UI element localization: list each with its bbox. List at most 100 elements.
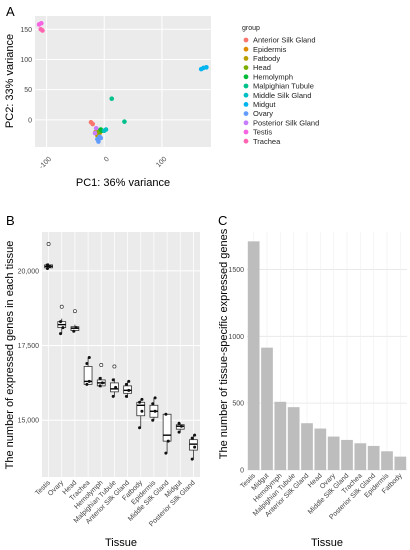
boxplot-data-point: [193, 445, 197, 449]
pca-legend-entry: Malpighian Tubule: [253, 82, 314, 91]
boxplot-outlier: [99, 363, 104, 367]
boxplot-data-point: [59, 320, 63, 324]
bar-chart-y-tick-label: 1000: [228, 334, 244, 341]
pca-x-axis-title: PC1: 36% variance: [76, 177, 170, 189]
bar: [314, 428, 327, 470]
pca-legend-key: [243, 74, 249, 80]
bar: [327, 436, 340, 470]
pca-legend-entry: Head: [253, 63, 271, 72]
boxplot-data-point: [72, 329, 76, 333]
pca-legend-entry: Anterior Silk Gland: [253, 36, 316, 45]
bar: [341, 439, 353, 470]
boxplot-outlier: [112, 364, 117, 369]
bar: [301, 423, 313, 470]
boxplot-box: [189, 439, 198, 451]
boxplot-data-point: [177, 421, 181, 425]
boxplot-data-point: [111, 394, 115, 398]
boxplot-x-axis-title: Tissue: [105, 537, 137, 549]
pca-legend-key: [243, 37, 249, 43]
boxplot-data-point: [193, 433, 197, 437]
pca-legend-key: [243, 138, 249, 144]
boxplot-data-point: [45, 266, 49, 270]
pca-point: [90, 121, 96, 127]
bar-chart-y-tick-label: 0: [240, 468, 244, 475]
pca-scatter-plot: -100 0 100 0 50 100 150 PC1: 36% variance PC2…: [4, 16, 319, 189]
pca-legend-key: [243, 102, 249, 107]
boxplot-box: [136, 401, 146, 417]
bar-chart-x-axis-title: Tissue: [311, 537, 343, 549]
boxplot-y-tick-label: 20,000: [18, 268, 40, 275]
boxplot-data-point: [98, 376, 102, 380]
boxplot-background: [42, 232, 200, 477]
pca-legend-key: [243, 65, 249, 70]
pca-legend-entry: Posterior Silk Gland: [253, 118, 319, 127]
panel-label-a: A: [6, 4, 15, 19]
boxplot-data-point: [124, 382, 128, 386]
boxplot-y-axis-title: The number of expressed genes in each ti…: [4, 241, 16, 470]
boxplot-data-point: [138, 400, 142, 404]
boxplot-data-point: [190, 436, 194, 440]
pca-point: [103, 127, 109, 132]
pca-legend-key: [243, 111, 249, 116]
pca-legend-key: [243, 120, 249, 126]
pca-point: [40, 28, 45, 33]
boxplot-outlier: [72, 309, 77, 314]
bar: [367, 445, 380, 470]
bar: [274, 401, 287, 470]
boxplot-outlier: [59, 304, 64, 309]
pca-point: [93, 125, 99, 131]
bar: [354, 443, 367, 470]
boxplot-data-point: [127, 388, 131, 392]
boxplot-data-point: [100, 381, 104, 385]
pca-point: [92, 130, 98, 136]
boxplot-data-point: [190, 457, 194, 461]
boxplot-data-point: [164, 412, 168, 416]
boxplot-data-point: [114, 385, 118, 389]
panel-label-b: B: [6, 213, 15, 228]
pca-legend-entry: Hemolymph: [253, 72, 293, 81]
pca-legend-entry: Middle Silk Gland: [253, 91, 311, 100]
boxplot-data-point: [61, 326, 65, 330]
bar: [261, 347, 273, 470]
boxplot-data-point: [138, 426, 142, 430]
boxplot-y-tick-label: 15,000: [18, 418, 40, 425]
bar: [247, 241, 260, 470]
boxplot-data-point: [111, 378, 115, 382]
pca-plot-background: [35, 16, 211, 147]
pca-legend-entry: Fatbody: [253, 54, 280, 63]
pca-point: [109, 96, 115, 102]
boxplot-outlier: [46, 242, 51, 246]
boxplot-x-tick-label: Ovary: [47, 479, 66, 498]
pca-legend-entry: Testis: [253, 128, 272, 137]
boxplot-data-point: [179, 424, 183, 428]
bar-chart-background: [247, 232, 407, 470]
pca-legend-key: [243, 129, 249, 135]
boxplot-data-point: [85, 382, 89, 386]
bar-chart-y-axis-title: The number of tissue-specific expressed …: [218, 228, 230, 459]
pca-legend-entry: Trachea: [253, 137, 281, 146]
pca-legend-title: group: [242, 25, 260, 32]
boxplot-data-point: [151, 402, 155, 406]
bar: [287, 407, 300, 470]
bar-chart-y-tick-label: 1500: [228, 267, 244, 274]
pca-point: [96, 139, 101, 144]
boxplot-data-point: [153, 409, 157, 413]
boxplot-box: [162, 413, 172, 442]
boxplot-data-point: [177, 430, 181, 434]
boxplot-data-point: [124, 394, 128, 398]
pca-legend-key: [243, 56, 249, 61]
boxplot-data-point: [98, 384, 102, 388]
pca-y-tick-label: 100: [20, 57, 32, 64]
boxplot-y-tick-label: 17,500: [18, 343, 40, 350]
boxplot-data-point: [59, 332, 63, 336]
boxplot-data-point: [85, 361, 89, 365]
boxplot-data-point: [140, 397, 144, 401]
boxplot-data-point: [87, 379, 91, 383]
pca-x-tick-label: 100: [155, 156, 168, 169]
boxplot-data-point: [140, 409, 144, 413]
boxplot-data-point: [153, 396, 157, 400]
pca-y-tick-label: 0: [28, 117, 32, 124]
boxplot-data-point: [45, 263, 49, 267]
